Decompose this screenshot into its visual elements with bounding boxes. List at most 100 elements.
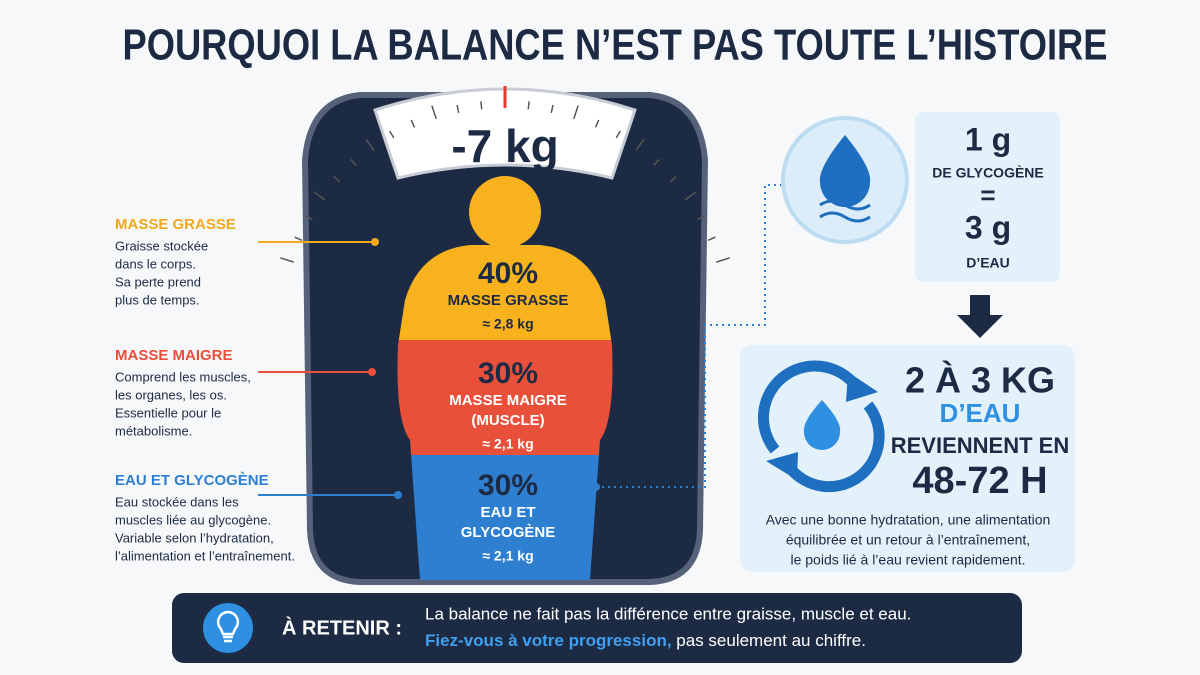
legend-line: Sa perte prend bbox=[115, 274, 201, 289]
dial-tick bbox=[669, 175, 677, 183]
cycle-drop bbox=[803, 400, 841, 450]
note-line: le poids lié à l’eau revient rapidement. bbox=[790, 552, 1025, 568]
legend-line: muscles liée au glycogène. bbox=[115, 512, 271, 527]
segment-lean bbox=[397, 340, 613, 455]
segment-label: MASSE MAIGRE bbox=[449, 392, 567, 409]
legend-line: Comprend les muscles, bbox=[115, 369, 251, 384]
segment-amount: ≈ 2,1 kg bbox=[482, 548, 533, 564]
dial-tick bbox=[684, 191, 697, 201]
footer-label: À RETENIR : bbox=[282, 616, 402, 639]
dial-tick bbox=[653, 158, 660, 166]
segment-amount: ≈ 2,8 kg bbox=[482, 316, 533, 332]
segment-fat bbox=[397, 245, 613, 340]
connector-dot bbox=[368, 368, 376, 376]
glycogen-amount: 1 g bbox=[965, 121, 1011, 157]
dial-tick bbox=[410, 119, 416, 128]
waves bbox=[819, 199, 871, 223]
bulb-icon bbox=[216, 610, 240, 643]
dial-tick bbox=[697, 214, 705, 221]
scale-dial bbox=[373, 87, 637, 180]
recovery-label: D’EAU bbox=[940, 398, 1021, 428]
segment-label: MASSE GRASSE bbox=[448, 292, 569, 309]
legend-title: MASSE GRASSE bbox=[115, 216, 236, 233]
cycle-arc bbox=[757, 360, 860, 454]
legend-line: Variable selon l’hydratation, bbox=[115, 530, 274, 545]
title: POURQUOI LA BALANCE N’EST PAS TOUTE L’HI… bbox=[123, 21, 1108, 70]
dial-tick bbox=[305, 214, 313, 221]
footer-highlight: Fiez-vous à votre progression, bbox=[425, 631, 672, 650]
dotted-connector bbox=[596, 184, 800, 488]
legend-line: l’alimentation et l’entraînement. bbox=[115, 548, 295, 563]
footer-line1: La balance ne fait pas la différence ent… bbox=[425, 604, 911, 623]
water-amount: 3 g bbox=[965, 209, 1011, 245]
dial-tick bbox=[431, 105, 437, 120]
legend-title: MASSE MAIGRE bbox=[115, 347, 233, 364]
segment-amount: ≈ 2,1 kg bbox=[482, 436, 533, 452]
segment-percent: 30% bbox=[478, 357, 538, 390]
glycogen-label: DE GLYCOGÈNE bbox=[932, 165, 1044, 181]
recovery-duration: 48-72 H bbox=[912, 460, 1047, 502]
dial-tick bbox=[573, 105, 579, 120]
dial-tick bbox=[480, 101, 483, 110]
dial-tick bbox=[615, 130, 621, 139]
segment-label: GLYCOGÈNE bbox=[461, 524, 555, 541]
dial-ticks bbox=[280, 94, 730, 263]
down-arrow bbox=[957, 295, 1003, 338]
legend-line: Graisse stockée bbox=[115, 238, 208, 253]
legend-line: Eau stockée dans les bbox=[115, 494, 239, 509]
legend-line: dans le corps. bbox=[115, 256, 196, 271]
note-line: Avec une bonne hydratation, une alimenta… bbox=[766, 512, 1051, 528]
footer-rest: pas seulement au chiffre. bbox=[672, 631, 866, 650]
cycle-arrowhead bbox=[846, 372, 878, 402]
dial-tick bbox=[333, 175, 341, 183]
cycle-arrowhead bbox=[766, 452, 798, 480]
dial-tick bbox=[350, 158, 357, 166]
dial-tick bbox=[707, 236, 716, 242]
connector-dot bbox=[592, 483, 600, 491]
water-drop bbox=[819, 135, 871, 207]
segment-percent: 30% bbox=[478, 469, 538, 502]
legend-line: plus de temps. bbox=[115, 292, 200, 307]
dial-tick bbox=[280, 257, 294, 263]
legend-line: métabolisme. bbox=[115, 423, 192, 438]
body-segments bbox=[397, 245, 613, 580]
body-labels: 40% MASSE GRASSE ≈ 2,8 kg 30% MASSE MAIGRE (M… bbox=[448, 257, 569, 564]
dial-tick bbox=[389, 130, 395, 139]
dial-tick bbox=[550, 104, 554, 114]
connector-dot bbox=[394, 491, 402, 499]
bulb-icon-bg bbox=[203, 603, 253, 653]
dial-tick bbox=[313, 191, 326, 201]
legend-line: les organes, les os. bbox=[115, 387, 227, 402]
note-line: équilibrée et un retour à l’entraînement… bbox=[786, 532, 1030, 548]
water-label: D’EAU bbox=[966, 255, 1010, 271]
footer-line2: Fiez-vous à votre progression, pas seule… bbox=[425, 631, 866, 650]
dial-tick bbox=[456, 104, 460, 114]
dial-tick bbox=[635, 138, 645, 152]
segment-percent: 40% bbox=[478, 257, 538, 290]
dial-tick bbox=[716, 257, 730, 263]
recovery-box bbox=[740, 345, 1075, 572]
legend-title: EAU ET GLYCOGÈNE bbox=[115, 472, 269, 489]
dial-tick bbox=[294, 236, 303, 242]
recovery-verb: REVIENNENT EN bbox=[891, 433, 1069, 458]
segment-label: (MUSCLE) bbox=[471, 412, 544, 429]
connector-dot bbox=[371, 238, 379, 246]
segment-label: EAU ET bbox=[480, 504, 535, 521]
cycle-arc bbox=[785, 401, 885, 493]
footer-box bbox=[172, 593, 1022, 663]
legend-line: Essentielle pour le bbox=[115, 405, 221, 420]
dial-tick bbox=[527, 101, 530, 110]
scale-reading: -7 kg bbox=[451, 120, 558, 172]
equals: = bbox=[980, 180, 995, 210]
recovery-note: Avec une bonne hydratation, une alimenta… bbox=[766, 512, 1051, 568]
dial-tick bbox=[594, 119, 600, 128]
equivalence-box bbox=[915, 112, 1060, 282]
segment-water bbox=[397, 455, 613, 580]
head bbox=[469, 176, 541, 248]
dial-tick bbox=[365, 138, 375, 152]
recovery-amount: 2 À 3 KG bbox=[905, 360, 1055, 401]
legend: MASSE GRASSE Graisse stockée dans le corps… bbox=[115, 216, 295, 563]
